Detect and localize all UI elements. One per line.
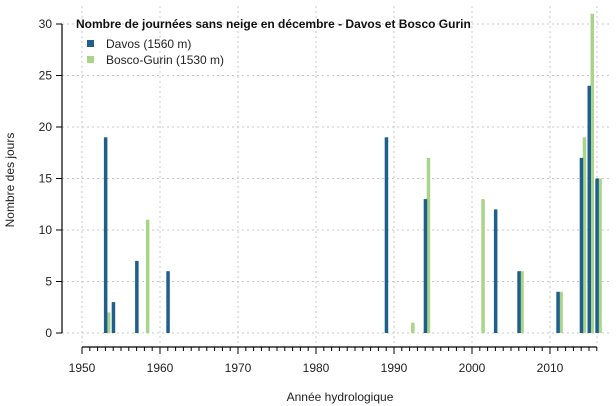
x-tick-label: 1970 [225,361,252,375]
chart-title: Nombre de journées sans neige en décembr… [76,17,471,31]
y-tick-label: 10 [39,223,53,237]
y-axis-label: Nombre des jours [3,133,17,228]
bar-bosco-gurin [481,199,485,333]
bar-davos [135,260,139,333]
y-tick-label: 30 [39,17,53,31]
bar-davos [111,302,116,333]
x-tick-label: 1960 [147,361,174,375]
bar-davos [595,178,599,333]
y-tick-label: 0 [45,326,52,340]
x-tick-label: 2010 [537,361,564,375]
bar-bosco-gurin [582,137,587,333]
bar-davos [587,85,591,333]
bar-bosco-gurin [426,157,431,333]
y-tick-label: 25 [39,69,53,83]
bar-davos [493,209,498,333]
bar-bosco-gurin [590,13,594,333]
x-tick-label: 1990 [381,361,408,375]
x-axis-label: Année hydrologique [287,390,394,404]
bar-davos [103,137,108,333]
legend-label: Bosco-Gurin (1530 m) [106,53,224,67]
x-tick-label: 1980 [303,361,330,375]
y-tick-label: 5 [45,275,52,289]
bar-bosco-gurin [520,271,524,333]
x-tick-label: 1950 [69,361,96,375]
y-tick-label: 15 [39,172,53,186]
legend-label: Davos (1560 m) [106,37,191,51]
bar-davos [579,157,584,333]
bar-bosco-gurin [145,219,150,333]
bar-davos [166,271,170,333]
x-tick-label: 2000 [459,361,486,375]
legend-swatch [87,56,94,63]
bar-bosco-gurin [598,178,602,333]
bar-bosco-gurin [559,291,563,333]
bar-davos [384,137,389,333]
bar-davos [517,271,521,333]
bar-davos [556,291,560,333]
legend-swatch [87,40,94,47]
bar-davos [423,199,428,333]
y-tick-label: 20 [39,120,53,134]
bar-bosco-gurin [411,322,415,333]
bar-bosco-gurin [106,312,111,333]
